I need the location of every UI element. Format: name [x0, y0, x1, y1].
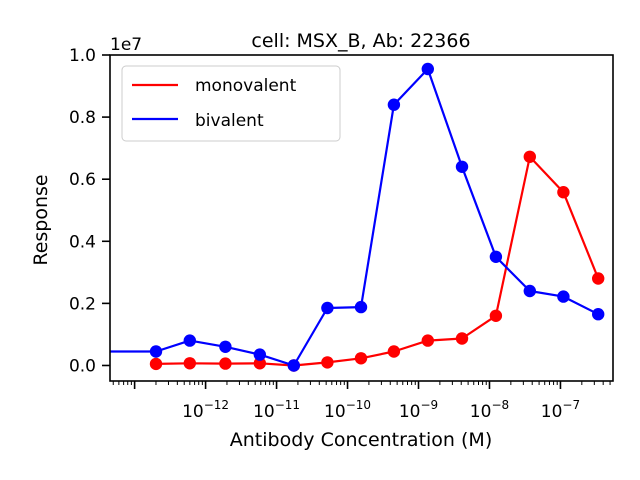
- data-point-monovalent: [592, 272, 605, 285]
- y-tick-label: 0.4: [69, 232, 96, 252]
- data-point-bivalent: [321, 301, 334, 315]
- y-tick-label: 0.0: [69, 356, 96, 376]
- data-point-bivalent: [183, 334, 196, 347]
- legend-label-bivalent: bivalent: [195, 111, 264, 131]
- y-ticks: 0.0 0.2 0.4 0.6 0.8 1.0: [69, 46, 110, 376]
- data-point-bivalent: [523, 284, 536, 298]
- y-axis-label: Response: [30, 174, 52, 265]
- data-point-bivalent: [421, 62, 434, 76]
- x-tick-label: 10−8: [470, 398, 509, 422]
- data-point-monovalent: [557, 186, 570, 199]
- data-point-monovalent: [489, 309, 503, 322]
- y-tick-label: 1.0: [69, 46, 96, 66]
- data-point-bivalent: [149, 345, 163, 358]
- x-axis-label: Antibody Concentration (M): [230, 429, 492, 451]
- x-tick-label: 10−12: [182, 398, 229, 422]
- series-line-monovalent: [155, 155, 600, 367]
- data-point-bivalent: [557, 290, 570, 303]
- y-tick-label: 0.6: [69, 170, 96, 190]
- data-point-bivalent: [489, 250, 503, 263]
- data-point-monovalent: [183, 357, 196, 370]
- chart-title: cell: MSX_B, Ab: 22366: [251, 30, 470, 52]
- x-tick-label: 10−7: [541, 398, 580, 422]
- legend-label-monovalent: monovalent: [195, 76, 297, 96]
- data-point-bivalent: [253, 348, 266, 361]
- data-point-bivalent: [354, 300, 368, 314]
- plot-frame: [109, 54, 614, 382]
- data-point-monovalent: [354, 352, 368, 365]
- data-point-monovalent: [455, 332, 469, 345]
- data-point-monovalent: [219, 357, 232, 370]
- x-ticks: 10−12 10−11 10−10 10−9 10−8 10−7: [112, 381, 611, 422]
- data-point-monovalent: [523, 150, 536, 163]
- data-point-bivalent: [455, 160, 469, 173]
- data-point-bivalent: [287, 359, 300, 372]
- y-offset-label: 1e7: [110, 35, 142, 55]
- data-point-monovalent: [421, 334, 434, 347]
- data-point-monovalent: [149, 357, 163, 371]
- data-point-bivalent: [592, 308, 605, 321]
- legend: monovalent bivalent: [121, 65, 341, 142]
- series-layer: [110, 62, 605, 372]
- x-tick-label: 10−9: [399, 398, 438, 422]
- data-point-monovalent: [387, 345, 401, 358]
- x-tick-label: 10−10: [324, 398, 371, 422]
- data-point-bivalent: [219, 340, 232, 353]
- data-point-monovalent: [253, 357, 266, 370]
- data-point-bivalent: [387, 98, 401, 111]
- data-point-monovalent: [321, 356, 334, 369]
- y-tick-label: 0.2: [69, 294, 96, 314]
- x-tick-label: 10−11: [253, 398, 300, 422]
- y-tick-label: 0.8: [69, 108, 96, 128]
